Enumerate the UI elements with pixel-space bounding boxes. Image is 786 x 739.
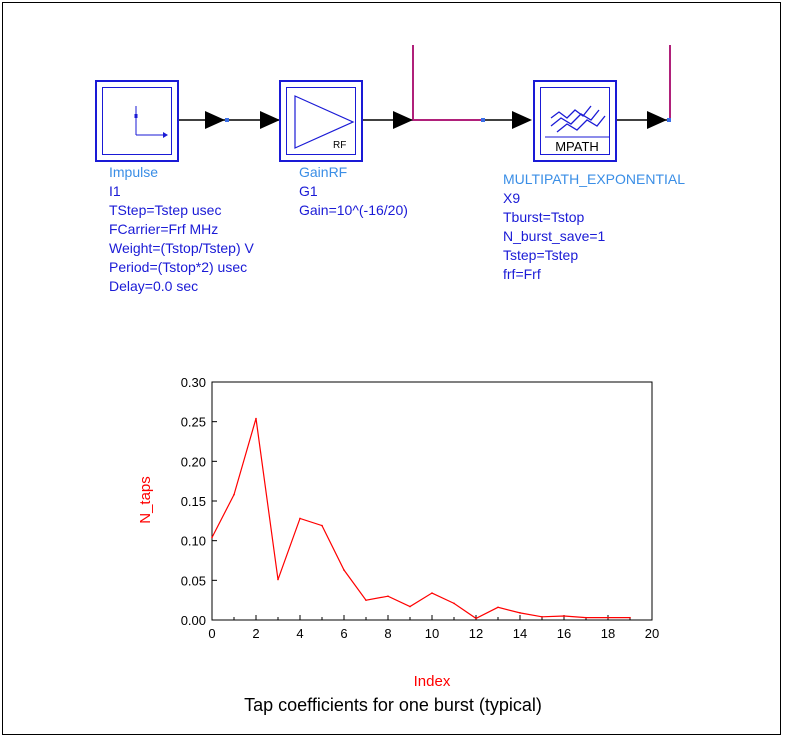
component-parameter: TStep=Tstep usec bbox=[109, 202, 222, 218]
gainrf-params: GainRF G1 Gain=10^(-16/20) bbox=[299, 163, 408, 220]
n-taps-series-line bbox=[211, 418, 630, 620]
n-taps-data-point bbox=[343, 569, 345, 571]
component-name: GainRF bbox=[299, 164, 348, 180]
n-taps-data-point bbox=[563, 615, 565, 617]
n-taps-data-point bbox=[629, 616, 631, 619]
x-axis-label: Index bbox=[414, 673, 451, 690]
n-taps-data-point bbox=[541, 616, 543, 618]
amplifier-triangle-icon: RF bbox=[294, 95, 355, 151]
y-tick-label: 0.05 bbox=[181, 573, 206, 588]
component-parameter: Period=(Tstop*2) usec bbox=[109, 259, 248, 275]
n-taps-data-point bbox=[585, 616, 587, 619]
component-parameter: frf=Frf bbox=[503, 266, 541, 282]
arrow-head-5 bbox=[647, 111, 667, 129]
y-axis-label: N_taps bbox=[137, 476, 154, 524]
arrow-head-4 bbox=[512, 111, 532, 129]
component-parameter: Tstep=Tstep bbox=[503, 247, 579, 263]
n-taps-data-point bbox=[299, 517, 301, 520]
x-tick-label: 2 bbox=[252, 626, 259, 641]
component-name: Impulse bbox=[109, 164, 159, 180]
x-tick-label: 6 bbox=[340, 626, 347, 641]
arrow-head-1 bbox=[205, 111, 225, 129]
x-tick-label: 0 bbox=[208, 626, 215, 641]
chart-caption: Tap coefficients for one burst (typical) bbox=[244, 695, 542, 715]
component-parameter: Tburst=Tstop bbox=[503, 209, 585, 225]
component-name: MULTIPATH_EXPONENTIAL bbox=[503, 171, 686, 187]
x-tick-label: 14 bbox=[513, 626, 527, 641]
y-tick-label: 0.20 bbox=[181, 454, 206, 469]
pin-dot-1 bbox=[225, 118, 229, 122]
impulse-source-icon bbox=[134, 106, 168, 138]
pin-dot-3 bbox=[667, 118, 671, 122]
x-tick-label: 16 bbox=[557, 626, 571, 641]
multipath-component-inner: MPATH bbox=[540, 87, 610, 155]
plot-area-frame bbox=[211, 381, 653, 621]
y-tick-label: 0.10 bbox=[181, 534, 206, 549]
multipath-component[interactable]: MPATH bbox=[533, 80, 617, 162]
n-taps-data-point bbox=[607, 616, 609, 619]
multipath-params: MULTIPATH_EXPONENTIAL X9 Tburst=Tstop N_bur… bbox=[503, 170, 685, 284]
gainrf-icon-label: RF bbox=[333, 140, 346, 151]
y-tick-label: 0.30 bbox=[181, 375, 206, 390]
n-taps-data-point bbox=[321, 524, 323, 527]
x-tick-label: 8 bbox=[384, 626, 391, 641]
impulse-component[interactable] bbox=[95, 80, 179, 162]
pin-dot-2 bbox=[481, 118, 485, 122]
n-taps-data-point bbox=[453, 602, 455, 605]
component-parameter: Weight=(Tstop/Tstep) V bbox=[109, 240, 254, 256]
gainrf-component-inner: RF bbox=[286, 87, 356, 155]
n-taps-data-point bbox=[387, 595, 389, 597]
arrow-head-2 bbox=[260, 111, 280, 129]
n-taps-data-point bbox=[255, 417, 257, 420]
multipath-icon: MPATH bbox=[545, 105, 609, 154]
impulse-params: Impulse I1 TStep=Tstep usec FCarrier=Frf MH… bbox=[109, 163, 254, 296]
impulse-component-inner bbox=[102, 87, 172, 155]
component-instance-id: X9 bbox=[503, 190, 521, 206]
n-taps-data-point bbox=[233, 493, 235, 496]
component-instance-id: G1 bbox=[299, 183, 318, 199]
x-tick-label: 4 bbox=[296, 626, 303, 641]
n-taps-data-point bbox=[211, 536, 213, 539]
component-parameter: FCarrier=Frf MHz bbox=[109, 221, 219, 237]
n-taps-data-point bbox=[497, 606, 499, 609]
arrow-head-3 bbox=[393, 111, 413, 129]
x-tick-label: 12 bbox=[469, 626, 483, 641]
n-taps-data-point bbox=[431, 592, 433, 594]
n-taps-data-point bbox=[519, 612, 521, 614]
n-taps-data-point bbox=[277, 578, 279, 581]
component-parameter: N_burst_save=1 bbox=[503, 228, 606, 244]
component-instance-id: I1 bbox=[109, 183, 121, 199]
y-tick-label: 0.00 bbox=[181, 613, 206, 628]
x-tick-label: 18 bbox=[601, 626, 615, 641]
y-tick-label: 0.25 bbox=[181, 415, 206, 430]
y-tick-label: 0.15 bbox=[181, 494, 206, 509]
n-taps-data-point bbox=[409, 605, 411, 608]
x-tick-label: 10 bbox=[425, 626, 439, 641]
multipath-icon-label: MPATH bbox=[555, 139, 599, 154]
component-parameter: Delay=0.0 sec bbox=[109, 278, 199, 294]
x-tick-label: 20 bbox=[645, 626, 659, 641]
component-parameter: Gain=10^(-16/20) bbox=[299, 202, 408, 218]
gainrf-component[interactable]: RF bbox=[279, 80, 363, 162]
n-taps-data-point bbox=[475, 617, 477, 620]
n-taps-data-point bbox=[365, 599, 367, 601]
